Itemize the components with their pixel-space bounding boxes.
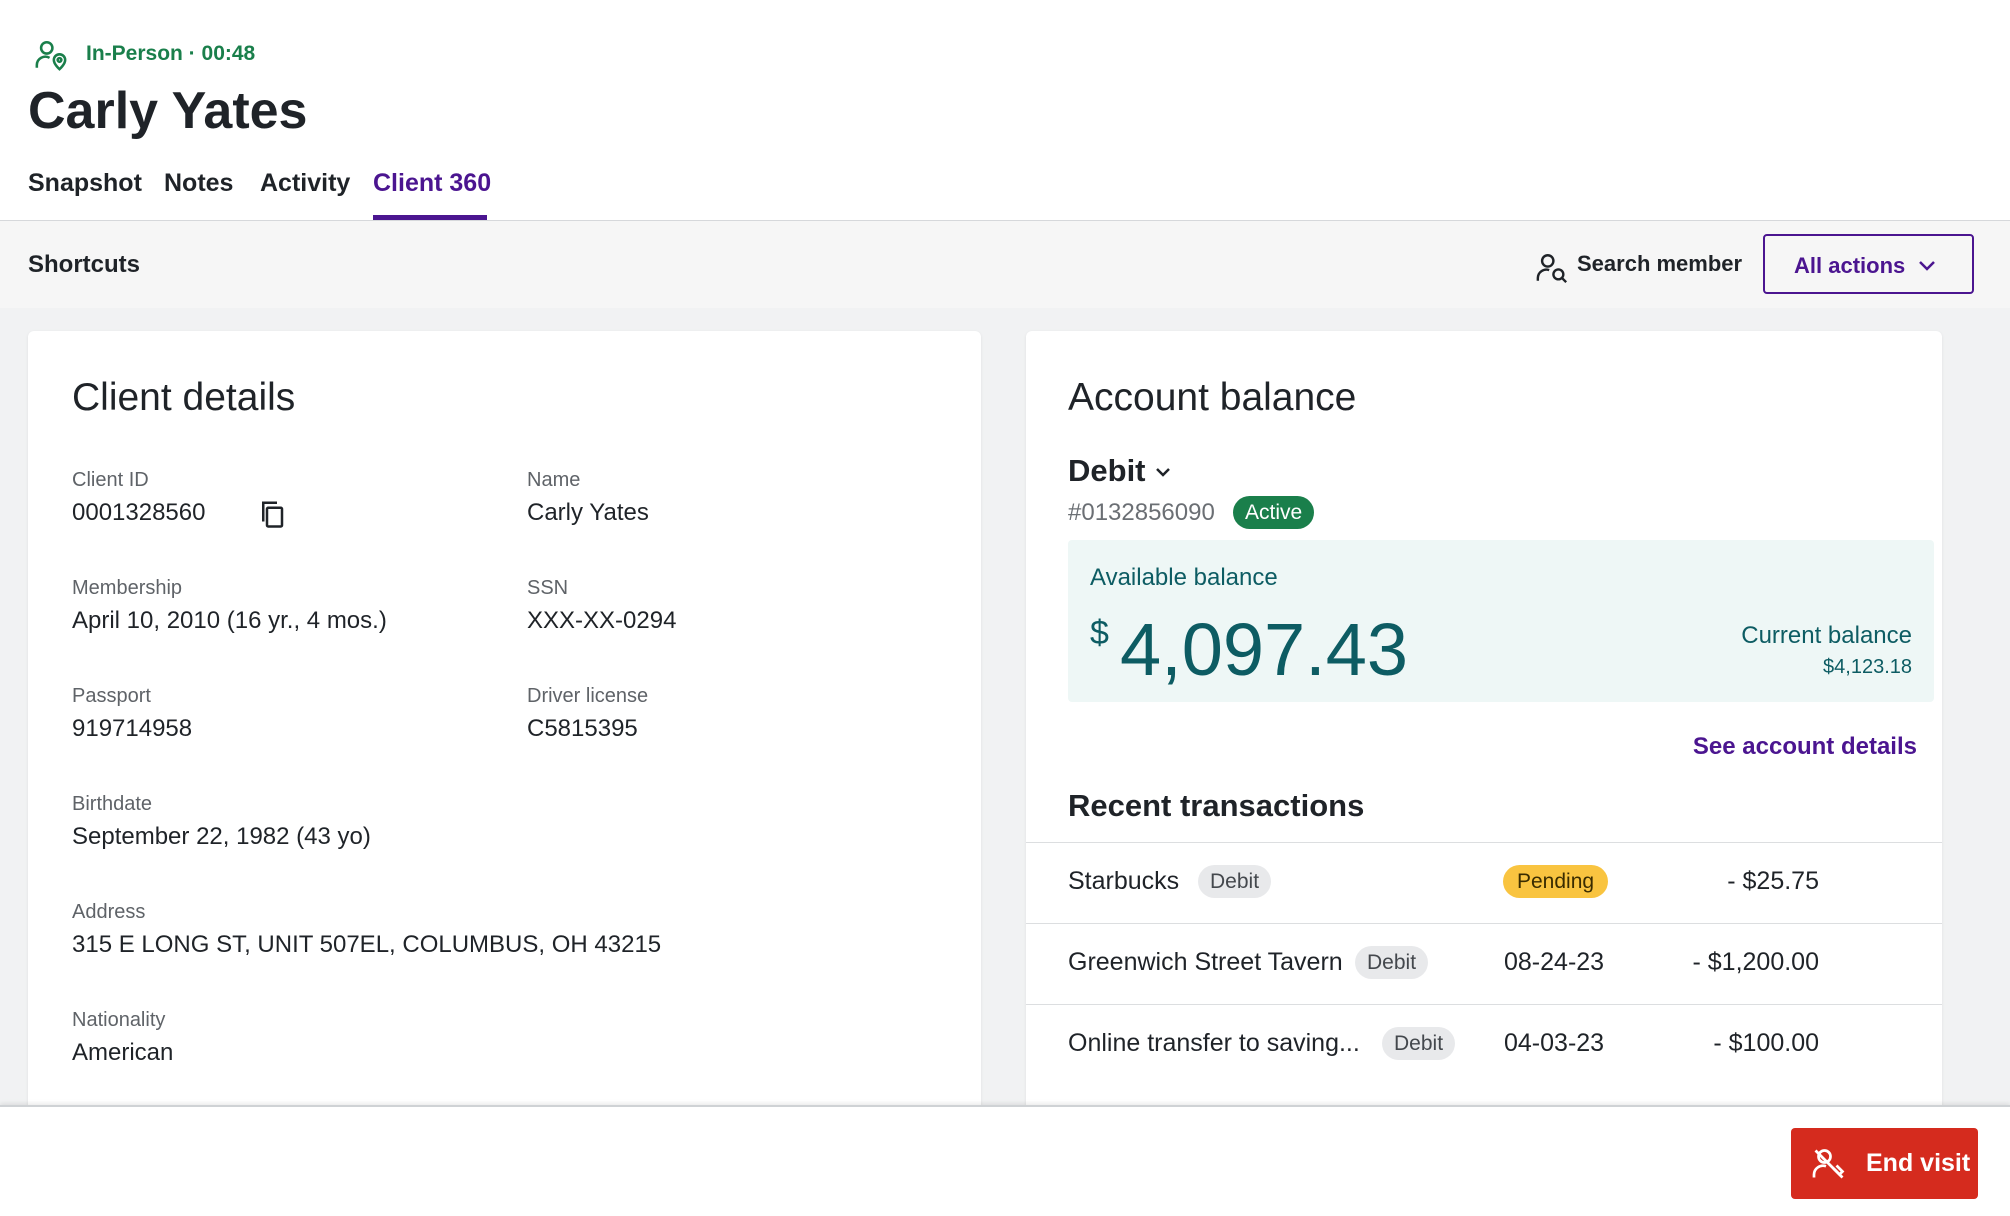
currency-symbol: $ bbox=[1090, 614, 1109, 652]
field-label: Name bbox=[527, 469, 581, 491]
header-divider bbox=[0, 220, 2010, 221]
field-label: Address bbox=[72, 901, 146, 923]
client-name: Carly Yates bbox=[28, 82, 308, 140]
available-amount: 4,097.43 bbox=[1120, 608, 1409, 691]
visit-status: In-Person · 00:48 bbox=[86, 42, 256, 65]
transactions-title: Recent transactions bbox=[1068, 788, 1365, 823]
row-divider bbox=[1026, 1004, 1942, 1005]
search-member[interactable]: Search member bbox=[1577, 251, 1743, 276]
field-value: 919714958 bbox=[72, 715, 193, 742]
field-label: Client ID bbox=[72, 469, 149, 491]
field-value: Carly Yates bbox=[527, 499, 649, 526]
transaction-amount: - $1,200.00 bbox=[1692, 948, 1820, 976]
field-label: Driver license bbox=[527, 685, 649, 707]
transaction-amount: - $100.00 bbox=[1713, 1029, 1819, 1057]
copy-icon bbox=[262, 501, 284, 528]
footer bbox=[0, 1105, 2010, 1216]
account-type[interactable]: Debit bbox=[1068, 453, 1146, 488]
transaction-amount: - $25.75 bbox=[1727, 867, 1819, 895]
end-visit-label: End visit bbox=[1866, 1149, 1971, 1177]
chevron-down bbox=[1156, 468, 1170, 477]
type-badge: Debit bbox=[1382, 1027, 1456, 1060]
field-value: April 10, 2010 (16 yr., 4 mos.) bbox=[72, 607, 387, 634]
status-badge: Active bbox=[1233, 496, 1315, 529]
shortcuts-title: Shortcuts bbox=[28, 251, 141, 278]
field-label: Membership bbox=[72, 577, 183, 599]
field-label: Passport bbox=[72, 685, 151, 707]
field-value: XXX-XX-0294 bbox=[527, 607, 677, 634]
end-visit-button[interactable]: End visit bbox=[1791, 1128, 1978, 1199]
field-label: SSN bbox=[527, 577, 569, 599]
transaction-name: Starbucks bbox=[1068, 867, 1180, 895]
location-icon bbox=[35, 40, 67, 71]
account-balance-card: Account balance Debit #0132856090 Active Ava… bbox=[1026, 331, 1942, 1161]
card-title: Client details bbox=[72, 376, 296, 419]
shortcuts-bar bbox=[0, 221, 2010, 308]
type-badge: Debit bbox=[1198, 865, 1272, 898]
tab[interactable]: Notes bbox=[164, 169, 234, 197]
tab[interactable]: Snapshot bbox=[28, 169, 142, 197]
all-actions-label: All actions bbox=[1794, 253, 1906, 278]
transaction-name: Greenwich Street Tavern bbox=[1068, 948, 1343, 976]
field-value: American bbox=[72, 1039, 174, 1066]
tab[interactable]: Client 360 bbox=[373, 169, 492, 197]
client-details-card: Client details Client ID 0001328560 Name Car… bbox=[28, 331, 981, 1161]
card-title: Account balance bbox=[1068, 376, 1357, 419]
field-value: 0001328560 bbox=[72, 499, 206, 526]
current-amount: $4,123.18 bbox=[1823, 656, 1912, 678]
see-details-link[interactable]: See account details bbox=[1692, 733, 1917, 760]
transaction-date: 08-24-23 bbox=[1504, 948, 1605, 976]
tab[interactable]: Activity bbox=[260, 169, 351, 197]
row-divider bbox=[1026, 842, 1942, 843]
type-badge: Debit bbox=[1355, 946, 1429, 979]
pending-badge: Pending bbox=[1503, 865, 1609, 898]
field-label: Nationality bbox=[72, 1009, 166, 1031]
tab-underline bbox=[373, 215, 487, 220]
balance-box: Available balance $4,097.43 Current balanc… bbox=[1068, 540, 1934, 702]
all-actions-button[interactable]: All actions bbox=[1763, 234, 1974, 294]
account-number: #0132856090 bbox=[1068, 499, 1215, 526]
available-label: Available balance bbox=[1090, 564, 1278, 591]
current-label: Current balance bbox=[1741, 622, 1912, 649]
transaction-name: Online transfer to saving... bbox=[1068, 1029, 1360, 1057]
end-visit-icon bbox=[1812, 1149, 1845, 1179]
search-member-icon bbox=[1536, 254, 1568, 284]
chevron-down bbox=[1919, 261, 1935, 271]
row-divider bbox=[1026, 923, 1942, 924]
field-value: 315 E LONG ST, UNIT 507EL, COLUMBUS, OH … bbox=[72, 931, 662, 958]
transaction-date: 04-03-23 bbox=[1504, 1029, 1605, 1057]
field-value: September 22, 1982 (43 yo) bbox=[72, 823, 371, 850]
field-value: C5815395 bbox=[527, 715, 638, 742]
field-label: Birthdate bbox=[72, 793, 153, 815]
